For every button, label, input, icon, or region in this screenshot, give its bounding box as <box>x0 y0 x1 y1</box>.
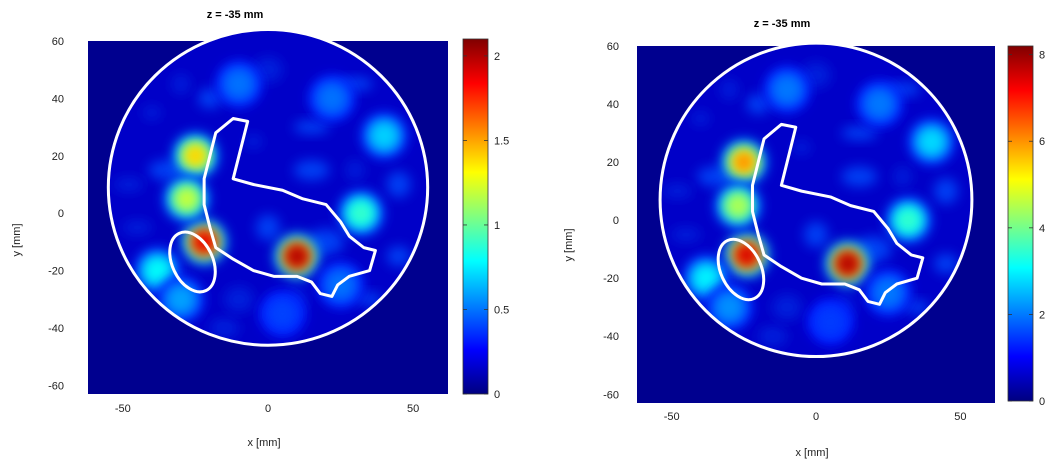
hotspot <box>865 269 912 316</box>
field-speckle <box>671 227 702 242</box>
y-tick-label: 0 <box>58 208 64 220</box>
y-tick-label: -40 <box>603 331 619 343</box>
y-tick-label: -60 <box>48 380 64 392</box>
field-speckle <box>256 214 280 241</box>
field-speckle <box>386 171 411 198</box>
artifact-contour <box>202 116 377 298</box>
y-axis-label: y [mm] <box>563 229 575 262</box>
field-speckle <box>691 111 710 126</box>
hotspot <box>259 290 306 337</box>
chart-title: z = -35 mm <box>207 9 264 21</box>
hotspot <box>163 175 210 222</box>
y-tick-label: 40 <box>52 93 64 105</box>
field-speckle <box>804 221 828 248</box>
x-tick-label: 0 <box>813 411 819 423</box>
hotspot <box>172 132 219 179</box>
field-speckle <box>757 326 788 347</box>
field-speckle <box>197 88 222 109</box>
field-speckle <box>792 140 811 155</box>
hotspot <box>723 231 770 278</box>
field-speckle <box>113 177 144 192</box>
hotspot <box>908 118 955 165</box>
field-speckle <box>933 253 958 274</box>
field-speckle <box>209 317 240 338</box>
field-speckle <box>293 120 330 135</box>
colorbar-tick-label: 4 <box>1039 223 1045 235</box>
field-speckle <box>223 286 254 313</box>
y-tick-label: 20 <box>52 151 64 163</box>
y-tick-label: 60 <box>52 36 64 48</box>
field-speckle <box>293 160 330 181</box>
y-tick-label: 0 <box>613 215 619 227</box>
hotspot <box>856 81 903 128</box>
y-tick-label: 20 <box>607 157 619 169</box>
hotspot <box>317 261 364 308</box>
x-tick-label: 0 <box>265 403 271 415</box>
colorbar <box>462 38 489 395</box>
hotspot <box>720 139 767 186</box>
y-tick-label: 40 <box>607 99 619 111</box>
field-speckle <box>933 178 958 205</box>
intensity-field <box>660 43 972 357</box>
colorbar-tick-label: 6 <box>1039 136 1045 148</box>
hotspot <box>215 61 262 108</box>
y-axis-label: y [mm] <box>11 224 23 257</box>
hotspot <box>274 233 321 280</box>
colorbar-tick-label: 0 <box>494 389 500 401</box>
hotspot <box>715 182 762 229</box>
y-tick-label: -40 <box>48 323 64 335</box>
hotspot <box>824 240 871 287</box>
heatmap-left: z = -35 mm x [mm] y [mm] -50 0 506040200-2… <box>11 9 509 449</box>
field-speckle <box>142 105 161 120</box>
field-speckle <box>841 126 878 141</box>
x-tick-label: 50 <box>954 411 966 423</box>
boundary-circle <box>658 41 974 359</box>
x-tick-label: -50 <box>115 403 131 415</box>
heatmap-panel-right: z = -35 mm x [mm] y [mm] -50 0 50 60 40 20 0 -2… <box>524 0 1048 462</box>
heatmap-right: z = -35 mm x [mm] y [mm] -50 0 506040200-2… <box>563 18 1045 459</box>
hotspot <box>885 197 932 244</box>
field-speckle <box>746 94 771 115</box>
field-speckle <box>893 166 912 187</box>
colorbar-tick-label: 0 <box>1039 396 1045 408</box>
field-speckle <box>122 220 153 235</box>
field-speckle <box>772 294 803 321</box>
y-tick-label: -60 <box>603 389 619 401</box>
x-tick-label: -50 <box>664 411 680 423</box>
hotspot <box>337 190 384 237</box>
y-tick-label: 60 <box>607 41 619 53</box>
colorbar-tick-label: 2 <box>494 51 500 63</box>
x-axis-label: x [mm] <box>248 437 281 449</box>
colorbar-tick-label: 0.5 <box>494 304 509 316</box>
x-tick-label: 50 <box>407 403 419 415</box>
boundary-circle <box>106 28 430 347</box>
hotspot <box>361 112 408 159</box>
field-speckle <box>244 134 263 149</box>
colorbar-tick-label: 1 <box>494 220 500 232</box>
colorbar-tick-label: 1.5 <box>494 135 509 147</box>
y-tick-label: -20 <box>603 273 619 285</box>
hotspot <box>764 66 811 113</box>
field-speckle <box>662 184 693 199</box>
field-speckle <box>386 246 411 267</box>
field-speckle <box>346 160 365 181</box>
hotspot <box>706 284 753 331</box>
field-speckle <box>720 79 739 100</box>
field-speckle <box>841 166 878 187</box>
colorbar-tick-label: 2 <box>1039 309 1045 321</box>
x-axis-label: x [mm] <box>796 447 829 459</box>
colorbar-tick-label: 8 <box>1039 50 1045 62</box>
artifact-contour <box>750 122 925 306</box>
field-speckle <box>905 300 930 315</box>
y-tick-label: -20 <box>48 266 64 278</box>
field-speckle <box>171 74 190 95</box>
heatmap-panel-left: z = -35 mm x [mm] y [mm] -50 0 50 60 40 20 0 -2… <box>11 9 509 449</box>
chart-title: z = -35 mm <box>754 18 811 30</box>
lesion-ellipse <box>168 230 217 294</box>
lesion-ellipse <box>716 237 766 302</box>
colorbar <box>1007 45 1034 402</box>
hotspot <box>807 298 854 345</box>
hotspot <box>308 75 355 122</box>
